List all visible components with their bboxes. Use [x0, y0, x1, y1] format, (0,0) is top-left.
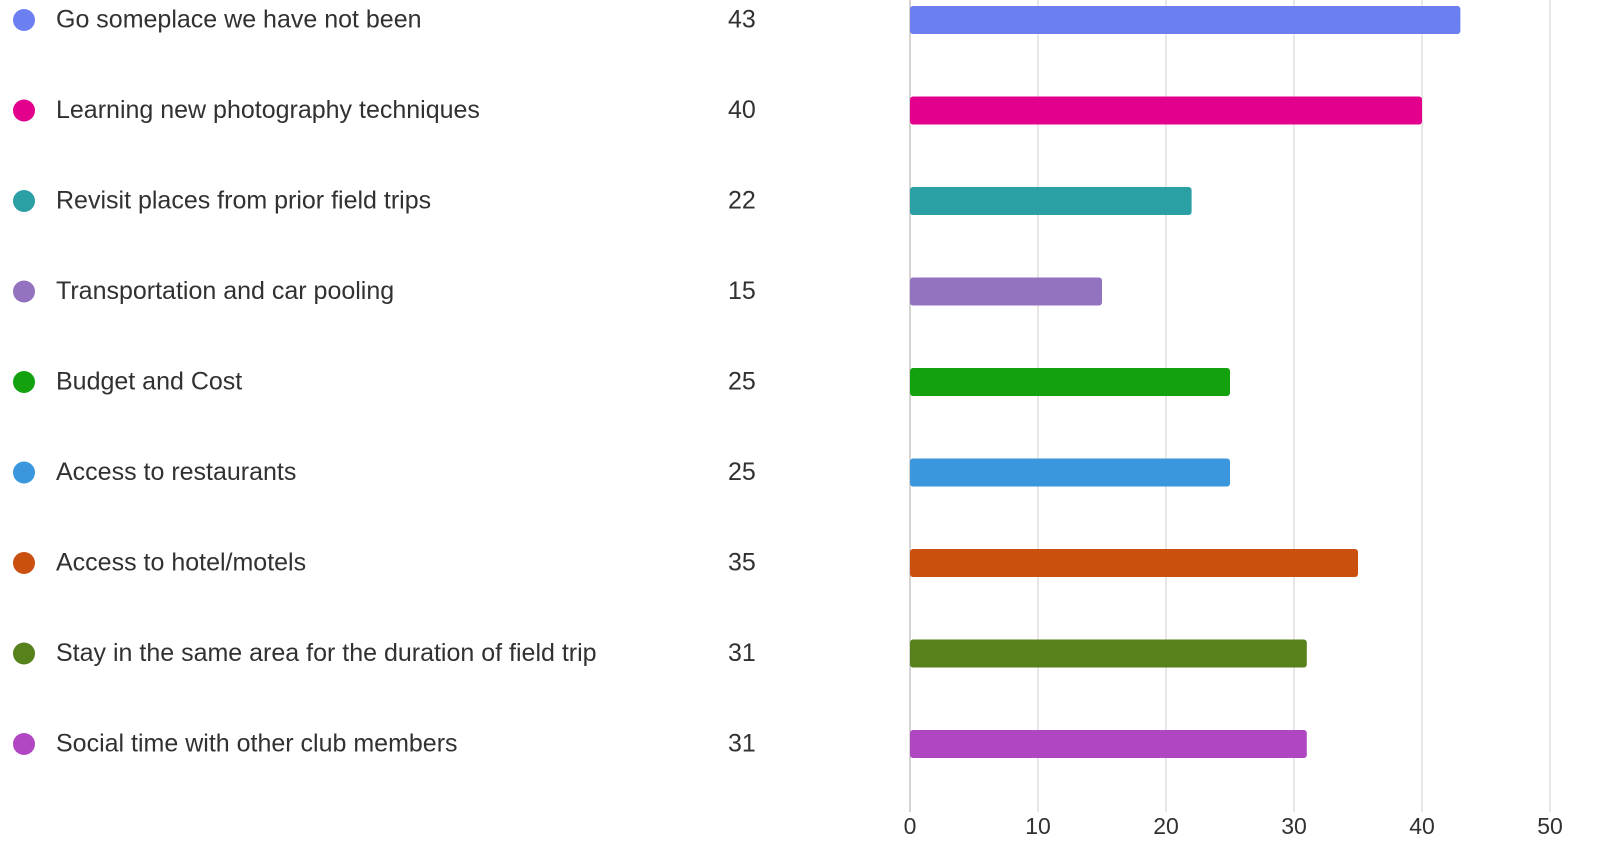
legend-dot	[13, 552, 35, 574]
x-tick-label: 20	[1153, 813, 1179, 839]
legend-dot	[13, 371, 35, 393]
legend-dot	[13, 99, 35, 122]
x-tick-label: 10	[1025, 813, 1051, 839]
value-label: 15	[728, 277, 756, 305]
category-label: Transportation and car pooling	[56, 277, 394, 305]
category-label: Budget and Cost	[56, 368, 242, 396]
bar	[910, 6, 1461, 34]
value-label: 25	[728, 458, 756, 486]
legend-dot	[13, 461, 35, 484]
bar	[910, 549, 1358, 577]
value-label: 43	[728, 6, 756, 34]
legend-dot	[13, 642, 35, 665]
bar	[910, 96, 1422, 125]
legend-dot	[13, 280, 35, 303]
bar	[910, 639, 1307, 668]
value-label: 40	[728, 96, 756, 124]
bar	[910, 730, 1307, 758]
value-label: 31	[728, 730, 756, 758]
value-label: 35	[728, 549, 756, 577]
bar	[910, 277, 1102, 306]
bar	[910, 187, 1192, 215]
bar	[910, 368, 1230, 396]
category-label: Stay in the same area for the duration o…	[56, 639, 597, 667]
x-tick-label: 40	[1409, 813, 1435, 839]
value-label: 22	[728, 187, 756, 215]
x-tick-label: 50	[1537, 813, 1563, 839]
legend-dot	[13, 9, 35, 31]
category-label: Go someplace we have not been	[56, 6, 422, 34]
value-label: 31	[728, 639, 756, 667]
category-label: Access to restaurants	[56, 458, 296, 486]
category-label: Social time with other club members	[56, 730, 458, 758]
category-label: Learning new photography techniques	[56, 96, 480, 124]
legend-dot	[13, 190, 35, 212]
value-label: 25	[728, 368, 756, 396]
x-tick-label: 30	[1281, 813, 1307, 839]
legend-dot	[13, 733, 35, 755]
category-label: Access to hotel/motels	[56, 549, 306, 577]
x-tick-label: 0	[904, 813, 917, 839]
category-label: Revisit places from prior field trips	[56, 187, 431, 215]
bar	[910, 458, 1230, 487]
